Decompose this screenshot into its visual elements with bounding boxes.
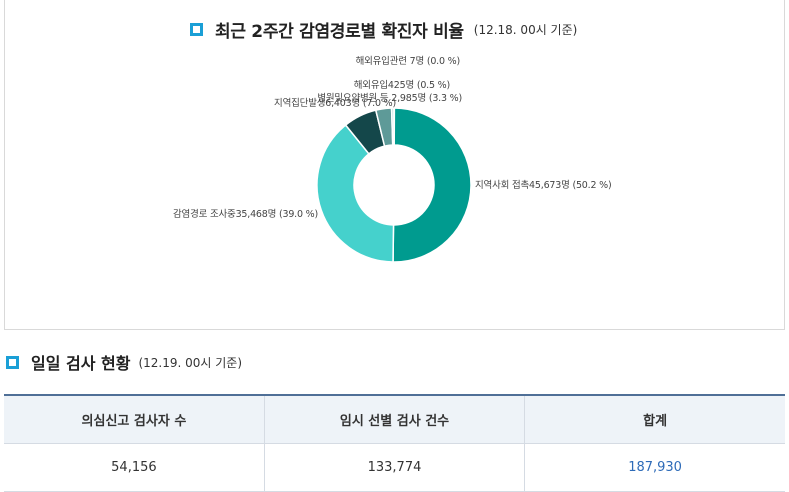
header-temporary-screening: 임시 선별 검사 건수 xyxy=(264,395,524,443)
value-total: 187,930 xyxy=(525,443,785,491)
daily-title: 일일 검사 현황 xyxy=(31,350,130,374)
daily-title-row: 일일 검사 현황 (12.19. 00시 기준) xyxy=(6,350,242,374)
slice-label: 지역사회 접촉45,673명 (50.2 %) xyxy=(475,179,611,191)
daily-subtitle: (12.19. 00시 기준) xyxy=(138,354,242,371)
header-total: 합계 xyxy=(525,395,785,443)
square-bullet-icon xyxy=(6,356,19,369)
table-header-row: 의심신고 검사자 수 임시 선별 검사 건수 합계 xyxy=(4,395,785,443)
donut-slice xyxy=(393,108,471,262)
slice-label: 병원및요양병원 등 2,985명 (3.3 %) xyxy=(317,92,462,104)
slice-label: 감염경로 조사중35,468명 (39.0 %) xyxy=(173,208,318,220)
table-row: 54,156 133,774 187,930 xyxy=(4,443,785,491)
slice-label: 해외유입425명 (0.5 %) xyxy=(354,79,450,91)
slice-label: 해외유입관련 7명 (0.0 %) xyxy=(356,55,460,67)
donut-chart: 지역사회 접촉45,673명 (50.2 %) 감염경로 조사중35,468명 (… xyxy=(0,0,789,330)
daily-test-table: 의심신고 검사자 수 임시 선별 검사 건수 합계 54,156 133,774… xyxy=(4,394,785,492)
value-suspected-tests: 54,156 xyxy=(4,443,264,491)
header-suspected-tests: 의심신고 검사자 수 xyxy=(4,395,264,443)
value-temporary-screening: 133,774 xyxy=(264,443,524,491)
